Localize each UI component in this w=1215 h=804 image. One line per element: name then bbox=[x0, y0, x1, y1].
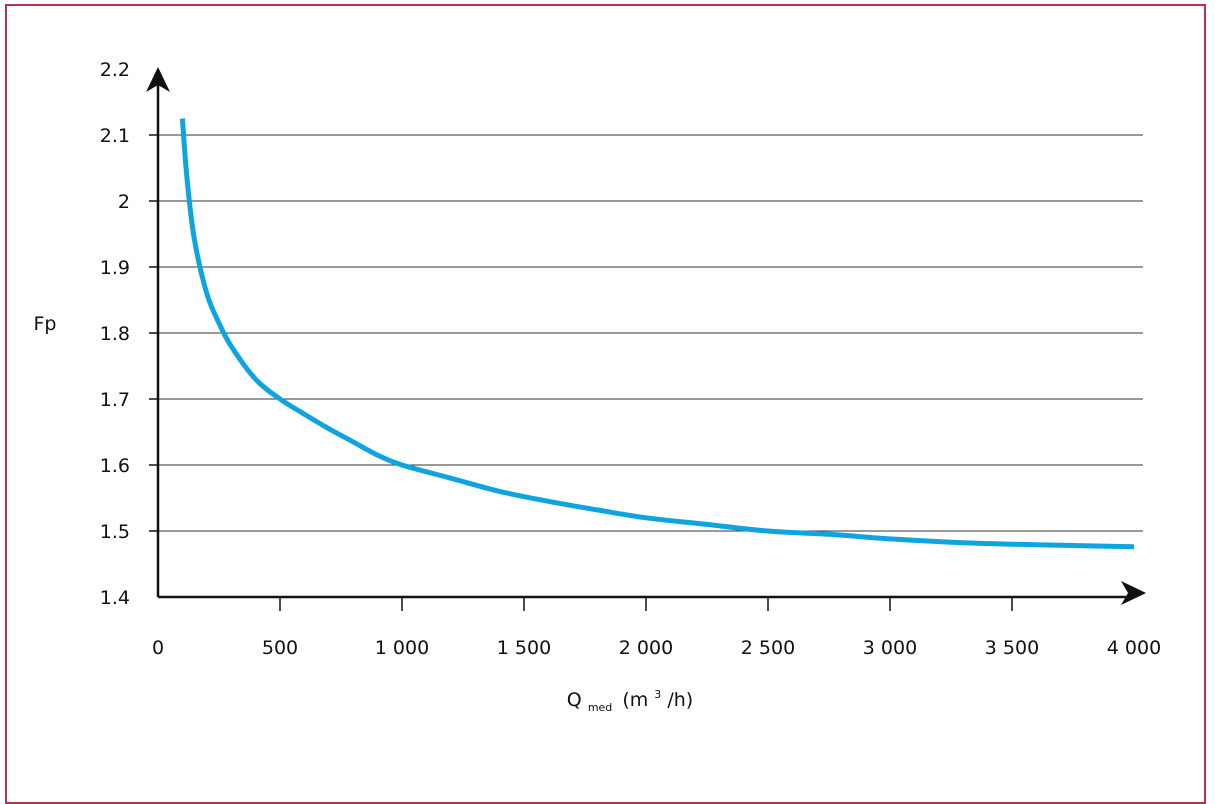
y-tick-label: 1.6 bbox=[100, 455, 130, 477]
tick-labels: 1.4 1.5 1.6 1.7 1.8 1.9 2 2.1 2.2 0 500 1 000 1 500 2… bbox=[100, 59, 1161, 659]
y-tick-label: 2.1 bbox=[100, 125, 130, 147]
y-axis-arrowhead bbox=[146, 67, 170, 92]
y-tick-label: 1.9 bbox=[100, 257, 130, 279]
x-tick-label: 3 500 bbox=[985, 637, 1039, 659]
x-tick-label: 0 bbox=[152, 637, 164, 659]
series-group bbox=[179, 118, 1135, 550]
grid-lines bbox=[158, 134, 1143, 532]
x-axis-title-subscript: med bbox=[588, 701, 612, 714]
axes bbox=[146, 67, 1146, 611]
series-line-0 bbox=[179, 118, 1135, 550]
x-tick-label: 1 500 bbox=[497, 637, 551, 659]
y-tick-label: 2 bbox=[118, 191, 130, 213]
y-axis-title: Fp bbox=[34, 313, 57, 335]
y-tick-label: 2.2 bbox=[100, 59, 130, 81]
y-tick-label: 1.8 bbox=[100, 323, 130, 345]
y-tick-label: 1.5 bbox=[100, 521, 130, 543]
y-tick-label: 1.7 bbox=[100, 389, 130, 411]
x-tick-label: 500 bbox=[262, 637, 298, 659]
x-tick-label: 2 000 bbox=[619, 637, 673, 659]
x-axis-title-unit-pre: (m bbox=[622, 689, 648, 711]
x-tick-label: 1 000 bbox=[375, 637, 429, 659]
x-axis-arrowhead bbox=[1121, 581, 1146, 605]
x-axis-title-main: Q bbox=[567, 689, 582, 711]
y-tick-label: 1.4 bbox=[100, 587, 130, 609]
x-tick-label: 3 000 bbox=[863, 637, 917, 659]
x-axis-title-unit-post: /h) bbox=[667, 689, 693, 711]
x-tick-label: 2 500 bbox=[741, 637, 795, 659]
x-axis-title-unit-sup: 3 bbox=[654, 688, 661, 701]
x-tick-label: 4 000 bbox=[1107, 637, 1161, 659]
x-axis-title: Q med (m 3 /h) bbox=[567, 681, 693, 716]
chart-svg: 1.4 1.5 1.6 1.7 1.8 1.9 2 2.1 2.2 0 500 1 000 1 500 2… bbox=[34, 59, 1162, 716]
